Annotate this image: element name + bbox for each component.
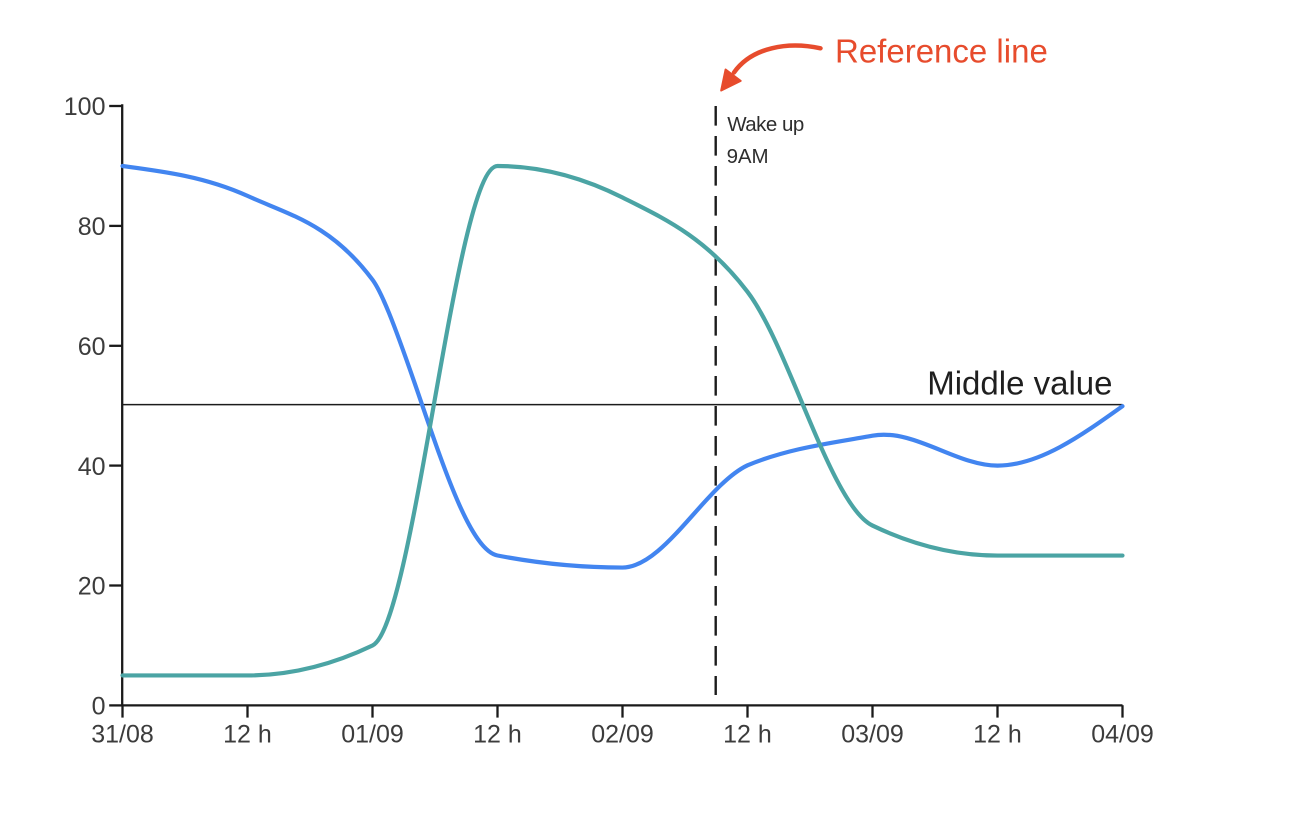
svg-text:31/08: 31/08	[91, 721, 154, 749]
svg-text:Middle value: Middle value	[927, 365, 1112, 402]
svg-text:04/09: 04/09	[1091, 721, 1154, 749]
svg-text:0: 0	[92, 693, 106, 721]
svg-text:03/09: 03/09	[841, 721, 904, 749]
svg-text:12 h: 12 h	[723, 721, 772, 749]
svg-text:12 h: 12 h	[473, 721, 522, 749]
svg-text:Wake up: Wake up	[727, 113, 804, 136]
svg-text:40: 40	[78, 453, 106, 481]
svg-text:12 h: 12 h	[973, 721, 1022, 749]
svg-text:Reference line: Reference line	[835, 32, 1048, 69]
svg-text:9AM: 9AM	[727, 145, 769, 168]
svg-text:12 h: 12 h	[223, 721, 272, 749]
svg-text:60: 60	[78, 333, 106, 361]
svg-text:100: 100	[64, 93, 106, 121]
svg-text:80: 80	[78, 213, 106, 241]
svg-text:02/09: 02/09	[591, 721, 654, 749]
svg-text:20: 20	[78, 573, 106, 601]
svg-text:01/09: 01/09	[341, 721, 404, 749]
